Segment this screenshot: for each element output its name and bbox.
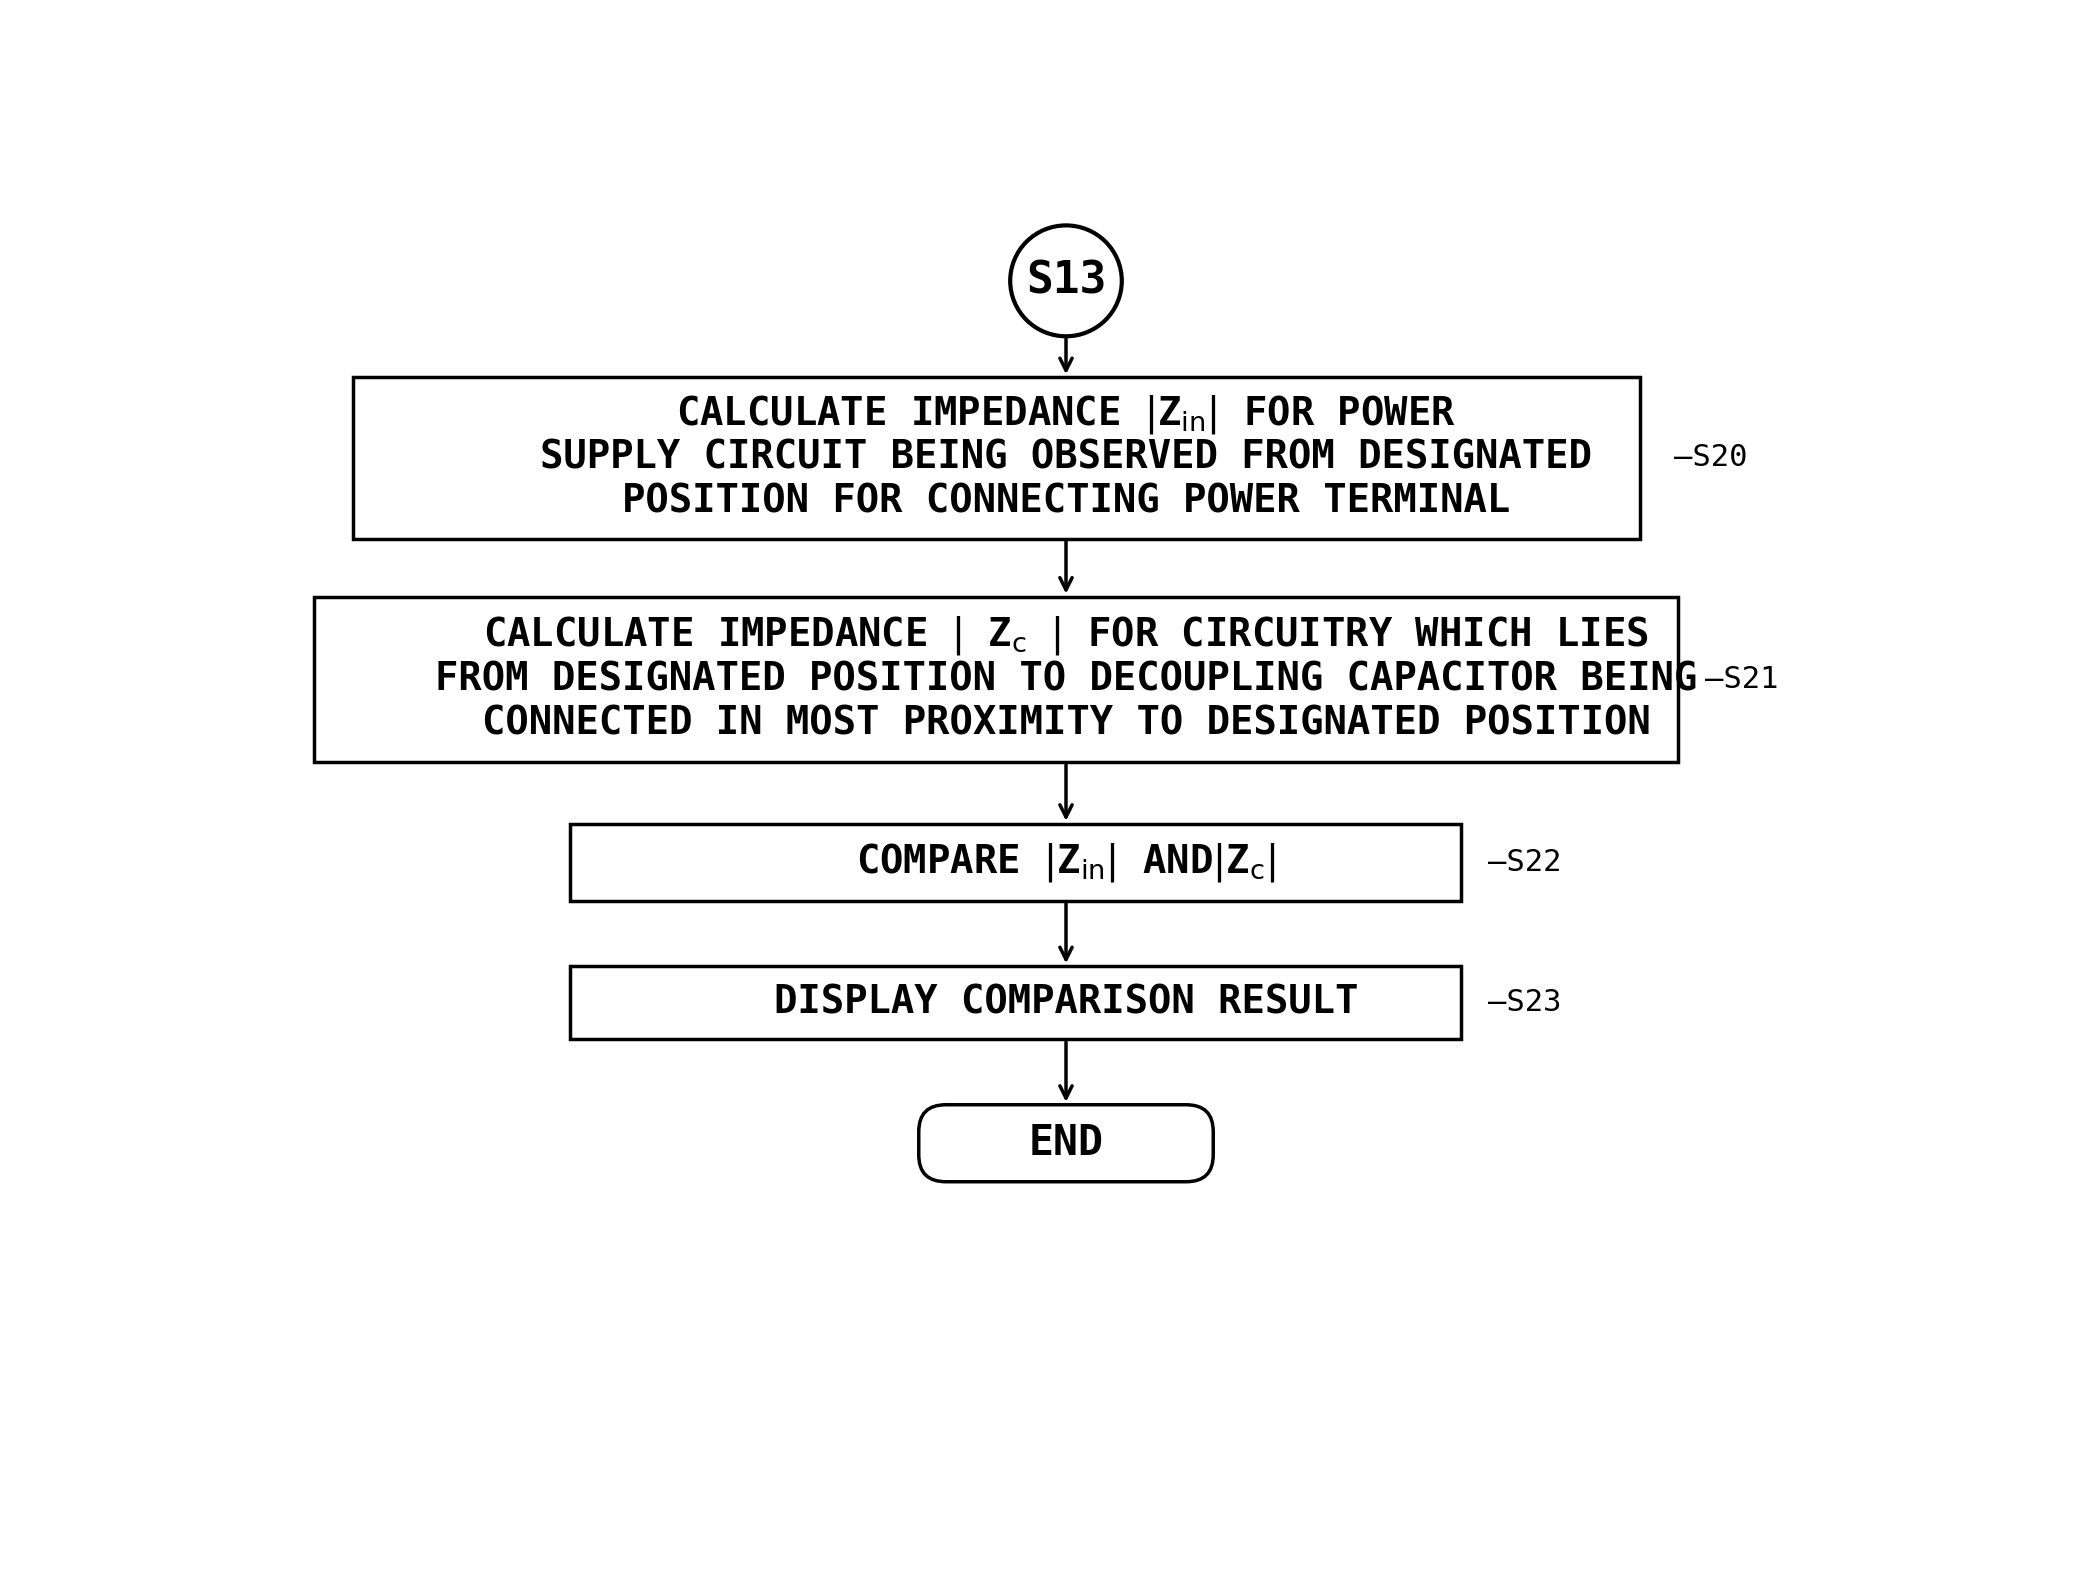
Text: END: END [1028,1122,1104,1163]
Text: CALCULATE IMPEDANCE $|$Z$_{\mathsf{in}}$$|$ FOR POWER: CALCULATE IMPEDANCE $|$Z$_{\mathsf{in}}$… [676,393,1456,436]
Bar [570,966,1462,1039]
Text: FROM DESIGNATED POSITION TO DECOUPLING CAPACITOR BEING: FROM DESIGNATED POSITION TO DECOUPLING C… [435,661,1697,699]
Text: POSITION FOR CONNECTING POWER TERMINAL: POSITION FOR CONNECTING POWER TERMINAL [622,484,1510,520]
Text: S13: S13 [1025,259,1107,302]
Text: —S20: —S20 [1674,444,1747,472]
Text: —S21: —S21 [1706,666,1778,694]
Bar [570,824,1462,900]
Text: COMPARE $|$Z$_{\mathsf{in}}$$|$ AND$|$Z$_{\mathsf{c}}$$|$: COMPARE $|$Z$_{\mathsf{in}}$$|$ AND$|$Z$… [857,841,1275,884]
Bar [314,597,1679,763]
Text: —S23: —S23 [1489,988,1562,1017]
Text: SUPPLY CIRCUIT BEING OBSERVED FROM DESIGNATED: SUPPLY CIRCUIT BEING OBSERVED FROM DESIG… [541,439,1591,477]
Circle shape [1011,225,1121,337]
Text: —S22: —S22 [1489,847,1562,876]
Bar [354,377,1639,539]
Text: CALCULATE IMPEDANCE $|$ Z$_{\mathsf{c}}$ $|$ FOR CIRCUITRY WHICH LIES: CALCULATE IMPEDANCE $|$ Z$_{\mathsf{c}}$… [483,614,1649,658]
Text: CONNECTED IN MOST PROXIMITY TO DESIGNATED POSITION: CONNECTED IN MOST PROXIMITY TO DESIGNATE… [483,704,1649,742]
Text: DISPLAY COMPARISON RESULT: DISPLAY COMPARISON RESULT [774,983,1358,1021]
FancyBboxPatch shape [919,1104,1213,1181]
